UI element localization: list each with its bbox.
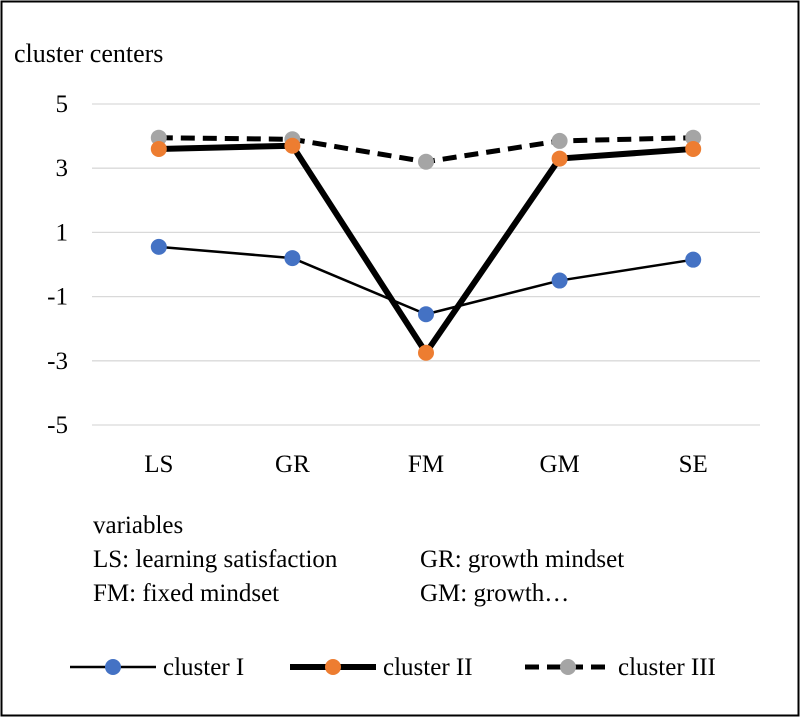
note-fm: FM: fixed mindset	[93, 580, 279, 607]
point-cluster-iii-se	[685, 129, 702, 146]
point-cluster-i-gm	[551, 272, 568, 289]
series-group	[150, 129, 702, 361]
point-cluster-i-fm	[418, 306, 434, 323]
gridlines	[92, 103, 760, 426]
point-cluster-i-se	[685, 251, 702, 268]
legend-item-cluster-iii: cluster III	[525, 654, 716, 681]
point-cluster-ii-fm	[418, 344, 434, 361]
point-cluster-ii-gr	[284, 137, 301, 154]
legend-swatch-marker	[105, 659, 121, 675]
point-cluster-i-ls	[150, 238, 167, 255]
legend-swatch-marker	[325, 659, 341, 675]
x-axis-title: variables	[93, 512, 183, 539]
y-tick-label: 3	[56, 155, 69, 182]
x-tick-label-ls: LS	[144, 451, 173, 478]
x-tick-label-gr: GR	[275, 451, 310, 478]
x-tick-label-se: SE	[679, 451, 708, 478]
point-cluster-ii-ls	[150, 140, 167, 157]
point-cluster-iii-gm	[551, 132, 568, 149]
point-cluster-iii-fm	[418, 153, 434, 170]
series-cluster-iii	[150, 129, 702, 170]
point-cluster-ii-se	[685, 140, 702, 157]
y-tick-label: -1	[47, 284, 68, 311]
series-cluster-i	[150, 238, 702, 323]
legend-item-cluster-i: cluster I	[70, 654, 244, 681]
y-tick-label: 5	[56, 91, 69, 118]
x-tick-labels: LS GR FM GM SE	[144, 451, 708, 478]
y-tick-label: -5	[47, 412, 68, 439]
point-cluster-i-gr	[284, 250, 301, 267]
point-cluster-ii-gm	[551, 150, 568, 167]
legend: cluster I cluster II cluster III	[70, 654, 716, 681]
y-tick-label: 1	[56, 219, 69, 246]
x-tick-label-gm: GM	[539, 451, 579, 478]
legend-swatch-marker	[560, 659, 576, 675]
legend-label: cluster I	[163, 654, 244, 681]
y-tick-labels: 5 3 1 -1 -3 -5	[47, 91, 68, 439]
point-cluster-iii-ls	[150, 129, 167, 146]
legend-item-cluster-ii: cluster II	[290, 654, 473, 681]
x-tick-label-fm: FM	[408, 451, 444, 478]
legend-label: cluster II	[383, 654, 473, 681]
note-ls: LS: learning satisfaction	[93, 546, 338, 573]
note-gr: GR: growth mindset	[420, 546, 624, 573]
y-axis-title: cluster centers	[14, 39, 163, 68]
series-cluster-ii	[150, 137, 702, 361]
legend-label: cluster III	[618, 654, 716, 681]
note-gm: GM: growth…	[420, 580, 569, 607]
y-tick-label: -3	[47, 348, 68, 375]
